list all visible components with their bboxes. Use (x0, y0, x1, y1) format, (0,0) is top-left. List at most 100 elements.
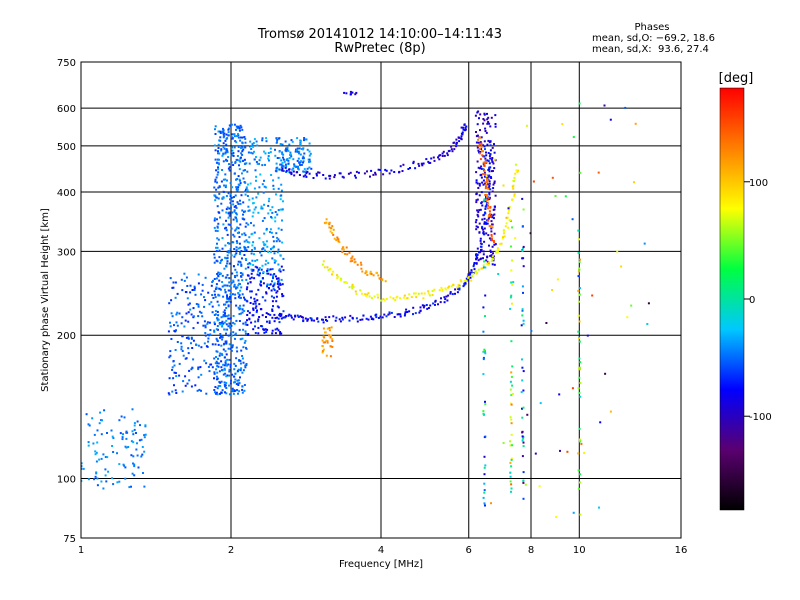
data-point (213, 372, 216, 375)
data-point (233, 322, 236, 325)
data-point (409, 167, 411, 169)
data-point (221, 338, 224, 341)
data-point (192, 358, 195, 361)
data-point (226, 137, 229, 140)
data-point (218, 272, 221, 275)
data-point (255, 161, 258, 163)
data-point (489, 249, 492, 252)
data-point (142, 472, 144, 474)
data-point (501, 237, 504, 240)
data-point (190, 313, 193, 316)
data-point (604, 372, 607, 375)
x-tick-label: 4 (378, 545, 384, 556)
data-point (225, 353, 228, 356)
data-point (94, 450, 97, 453)
data-point (237, 188, 240, 191)
data-point (241, 217, 244, 220)
data-point (289, 153, 292, 156)
data-point (204, 299, 207, 302)
data-point (434, 299, 437, 302)
data-point (401, 170, 404, 172)
data-point (233, 123, 236, 126)
data-point (196, 321, 199, 324)
data-point (141, 453, 144, 456)
data-point (174, 349, 177, 351)
data-point (237, 368, 240, 371)
data-point (197, 273, 200, 276)
data-point (445, 295, 448, 298)
data-point (322, 341, 325, 344)
data-point (458, 285, 461, 288)
data-point (564, 195, 567, 198)
data-point (487, 217, 490, 220)
data-point (222, 142, 225, 145)
x-tick-label: 1 (78, 545, 84, 556)
data-point (366, 274, 369, 276)
data-point (212, 297, 215, 299)
data-point (226, 149, 229, 152)
data-point (225, 382, 228, 384)
data-point (288, 143, 291, 146)
data-point (229, 289, 232, 292)
data-point (495, 250, 498, 253)
data-point (322, 348, 325, 351)
data-point (484, 504, 486, 507)
data-point (246, 334, 249, 336)
data-point (317, 171, 320, 174)
data-point (335, 239, 338, 242)
data-point (254, 332, 257, 334)
data-point (250, 222, 252, 224)
data-point (234, 332, 237, 335)
data-point (315, 174, 318, 177)
data-point (214, 180, 217, 183)
data-point (298, 174, 301, 176)
data-point (245, 348, 248, 350)
data-point (245, 186, 248, 189)
data-point (229, 182, 232, 185)
data-point (236, 350, 239, 353)
data-point (286, 148, 289, 151)
data-point (219, 130, 222, 133)
data-point (269, 273, 272, 276)
data-point (511, 226, 514, 229)
data-point (443, 296, 446, 299)
data-point (341, 250, 344, 253)
data-point (351, 287, 354, 290)
data-point (221, 237, 224, 240)
data-point (219, 385, 222, 387)
data-point (385, 298, 388, 300)
data-point (492, 183, 495, 186)
data-point (184, 384, 187, 387)
data-point (225, 387, 228, 389)
data-point (493, 167, 496, 170)
data-point (578, 267, 581, 270)
data-point (491, 263, 494, 266)
data-point (493, 158, 496, 161)
data-point (521, 430, 524, 433)
data-point (270, 250, 272, 253)
data-point (476, 123, 479, 126)
data-point (221, 209, 224, 212)
data-point (292, 318, 295, 321)
data-point (475, 193, 478, 196)
data-point (128, 486, 131, 489)
data-point (239, 369, 242, 372)
data-point (253, 297, 256, 300)
data-point (303, 168, 306, 171)
data-point (168, 377, 171, 380)
data-point (455, 143, 458, 146)
data-point (427, 292, 430, 295)
data-point (279, 163, 282, 166)
data-point (184, 291, 187, 293)
data-point (299, 142, 302, 145)
data-point (244, 181, 247, 184)
data-point (280, 317, 283, 320)
data-point (487, 187, 490, 190)
data-point (234, 293, 237, 296)
data-point (275, 291, 278, 294)
data-point (349, 90, 352, 93)
data-point (341, 175, 344, 178)
data-point (254, 300, 257, 303)
data-point (241, 311, 244, 314)
data-point (140, 455, 143, 458)
